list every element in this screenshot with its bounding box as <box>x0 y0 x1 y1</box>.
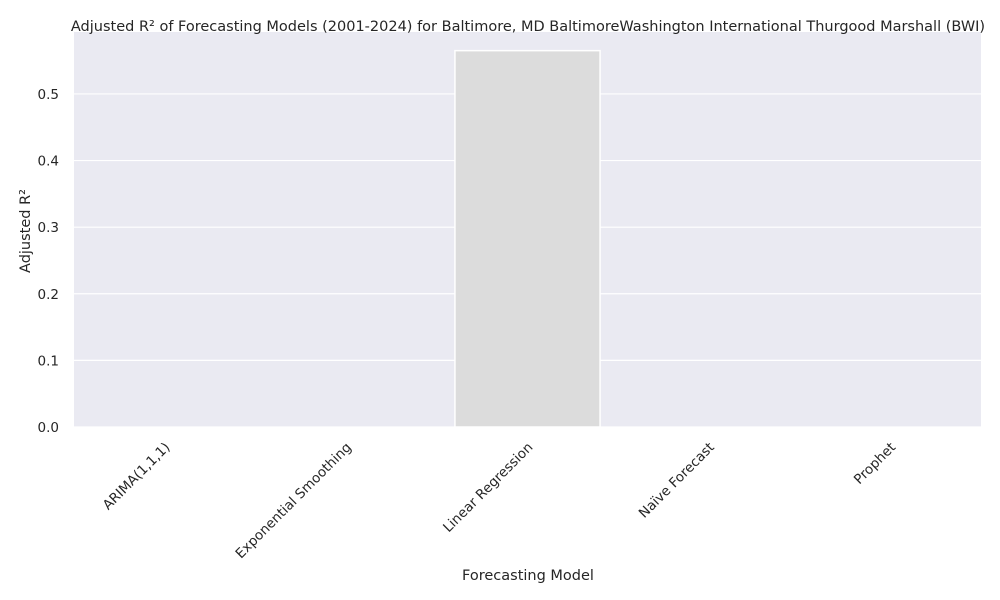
bars <box>454 49 601 428</box>
x-tick-labels: ARIMA(1,1,1) Exponential Smoothing Linear … <box>100 440 899 562</box>
x-tick-label: ARIMA(1,1,1) <box>100 440 174 514</box>
y-tick-label: 0.2 <box>38 287 59 303</box>
y-tick-labels: 0.0 0.1 0.2 0.3 0.4 0.5 <box>38 87 59 436</box>
x-tick-label: Linear Regression <box>440 440 536 536</box>
y-tick-label: 0.4 <box>38 154 59 170</box>
y-tick-label: 0.3 <box>38 220 59 236</box>
chart-title: Adjusted R² of Forecasting Models (2001-… <box>71 19 985 35</box>
bar <box>454 49 601 428</box>
x-tick-label: Prophet <box>851 440 899 488</box>
x-axis-label: Forecasting Model <box>462 568 594 584</box>
x-tick-label: Naïve Forecast <box>636 440 718 522</box>
y-tick-label: 0.0 <box>38 420 59 436</box>
y-tick-label: 0.1 <box>38 353 59 369</box>
y-axis-label: Adjusted R² <box>18 189 34 273</box>
x-tick-label: Exponential Smoothing <box>233 440 355 562</box>
y-tick-label: 0.5 <box>38 87 59 103</box>
